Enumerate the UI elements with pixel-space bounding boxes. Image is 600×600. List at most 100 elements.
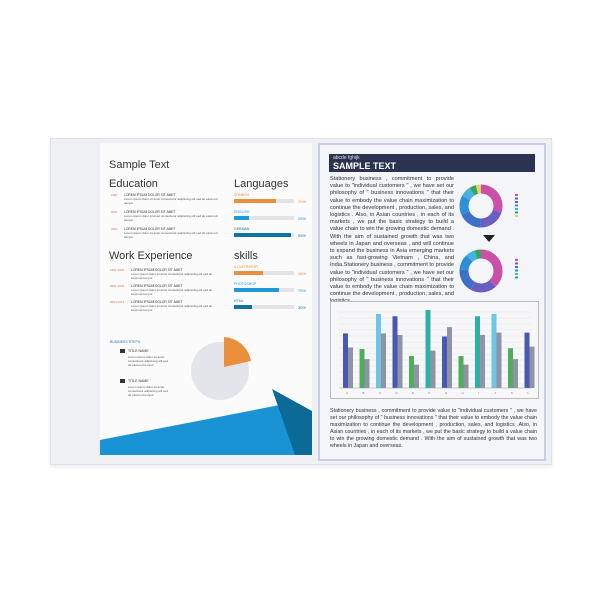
bar-chart-frame: A B C D E F G H I J K L bbox=[330, 301, 539, 399]
donut-chart-1 bbox=[459, 184, 518, 228]
skills-percent: 30% bbox=[298, 305, 307, 310]
work-year: 1997-2001 bbox=[110, 268, 125, 272]
donut-slice bbox=[459, 184, 503, 228]
x-tick-label: C bbox=[379, 391, 382, 395]
languages-bar bbox=[234, 216, 294, 220]
legend-swatch bbox=[515, 204, 518, 207]
legend-swatch bbox=[515, 215, 518, 217]
languages-name: GERMAN bbox=[234, 227, 250, 231]
legend-swatch bbox=[515, 269, 518, 272]
legend-swatch bbox=[515, 208, 518, 210]
step-title: TITLE NAME bbox=[128, 379, 149, 383]
donut-slice bbox=[459, 249, 503, 293]
bar bbox=[496, 332, 502, 388]
work-text: Lorem ipsum dolor sit amet consectetur a… bbox=[131, 304, 213, 312]
languages-bar bbox=[234, 233, 294, 237]
work-year: 2004-2014 bbox=[110, 300, 125, 304]
languages-percent: 25% bbox=[298, 216, 307, 221]
languages-percent: 70% bbox=[298, 199, 307, 204]
languages-heading: Languages bbox=[234, 178, 289, 190]
arrow-down-icon bbox=[483, 235, 495, 242]
bar bbox=[425, 310, 431, 388]
bar bbox=[343, 333, 348, 388]
bar bbox=[491, 313, 497, 388]
education-title: LOREM IPSUM DOLOR SIT AMET bbox=[124, 227, 176, 231]
title: SAMPLE TEXT bbox=[333, 161, 397, 171]
donut-slice bbox=[459, 249, 503, 293]
skills-percent: 75% bbox=[298, 288, 307, 293]
work-heading: Work Experience bbox=[109, 250, 193, 262]
bar bbox=[364, 359, 370, 388]
languages-name: ENGLISH bbox=[234, 210, 250, 214]
bar bbox=[447, 327, 452, 388]
skills-name: ILLUSTRATOR bbox=[234, 265, 258, 269]
x-tick-label: E bbox=[412, 391, 414, 395]
skills-bar bbox=[234, 288, 294, 292]
bar bbox=[463, 364, 469, 388]
paragraph-1: Stationery business , commitment to prov… bbox=[330, 176, 454, 304]
legend-swatch bbox=[515, 197, 518, 200]
education-year: 1987 bbox=[111, 193, 118, 197]
bar bbox=[430, 350, 436, 388]
bar bbox=[381, 333, 386, 388]
bar bbox=[442, 336, 447, 388]
x-tick-label: I bbox=[478, 391, 479, 395]
report-page: abcde fghijk SAMPLE TEXT Stationery busi… bbox=[318, 143, 546, 461]
pie-graphic bbox=[191, 337, 251, 400]
education-text: Lorem ipsum dolor sit amet consectetur a… bbox=[124, 231, 218, 239]
legend-swatch bbox=[515, 273, 518, 275]
bar bbox=[458, 356, 464, 388]
step-icon bbox=[120, 379, 125, 383]
bar bbox=[475, 316, 480, 388]
skills-bar bbox=[234, 271, 294, 275]
subtitle: abcde fghijk bbox=[333, 155, 360, 161]
education-year: 2001 bbox=[111, 210, 118, 214]
legend-swatch bbox=[515, 266, 518, 268]
work-text: Lorem ipsum dolor sit amet consectetur a… bbox=[131, 288, 213, 296]
x-tick-label: K bbox=[511, 391, 513, 395]
x-tick-label: J bbox=[495, 391, 497, 395]
bar bbox=[359, 349, 365, 388]
bar bbox=[348, 347, 353, 388]
legend-swatch bbox=[515, 276, 518, 279]
step-text: Lorem ipsum dolor sit amet consectetur a… bbox=[128, 355, 169, 367]
legend-swatch bbox=[515, 259, 518, 261]
skills-heading: skills bbox=[234, 250, 258, 262]
title-banner: abcde fghijk SAMPLE TEXT bbox=[329, 154, 535, 172]
blue-banner-graphic bbox=[100, 389, 312, 455]
skills-percent: 48% bbox=[298, 271, 307, 276]
work-year: 2001-2004 bbox=[110, 284, 125, 288]
x-tick-label: D bbox=[396, 391, 399, 395]
x-tick-label: F bbox=[429, 391, 431, 395]
x-tick-label: A bbox=[346, 391, 348, 395]
page-title: Sample Text bbox=[109, 159, 170, 171]
donut-slice bbox=[459, 184, 503, 228]
paragraph-2: Stationery business , commitment to prov… bbox=[330, 408, 537, 449]
bar bbox=[409, 356, 414, 388]
work-title: LOREM IPSUM DOLOR SIT AMET bbox=[131, 268, 183, 272]
x-tick-label: B bbox=[363, 391, 365, 395]
legend-swatch bbox=[515, 262, 518, 265]
languages-bar bbox=[234, 199, 294, 203]
bar bbox=[414, 364, 419, 388]
business-steps-heading: BUSINESS STEPS bbox=[110, 340, 141, 344]
step-title: TITLE NAME bbox=[128, 349, 149, 353]
step-text: Lorem ipsum dolor sit amet consectetur a… bbox=[128, 385, 169, 397]
work-title: LOREM IPSUM DOLOR SIT AMET bbox=[131, 284, 183, 288]
bar bbox=[524, 332, 530, 388]
bar bbox=[392, 316, 398, 388]
education-text: Lorem ipsum dolor sit amet consectetur a… bbox=[124, 197, 218, 205]
x-tick-label: H bbox=[462, 391, 464, 395]
resume-page: Sample Text Education Work Experience La… bbox=[100, 143, 312, 455]
legend-swatch bbox=[515, 194, 518, 196]
bar bbox=[397, 334, 403, 388]
step-icon bbox=[120, 349, 125, 353]
education-year: 2004 bbox=[111, 227, 118, 231]
bar bbox=[480, 334, 485, 388]
bar-chart: A B C D E F G H I J K L bbox=[339, 310, 535, 395]
skills-name: HTML bbox=[234, 299, 244, 303]
bar bbox=[513, 359, 518, 388]
education-title: LOREM IPSUM DOLOR SIT AMET bbox=[124, 210, 176, 214]
x-tick-label: L bbox=[528, 391, 530, 395]
legend-swatch bbox=[515, 211, 518, 214]
